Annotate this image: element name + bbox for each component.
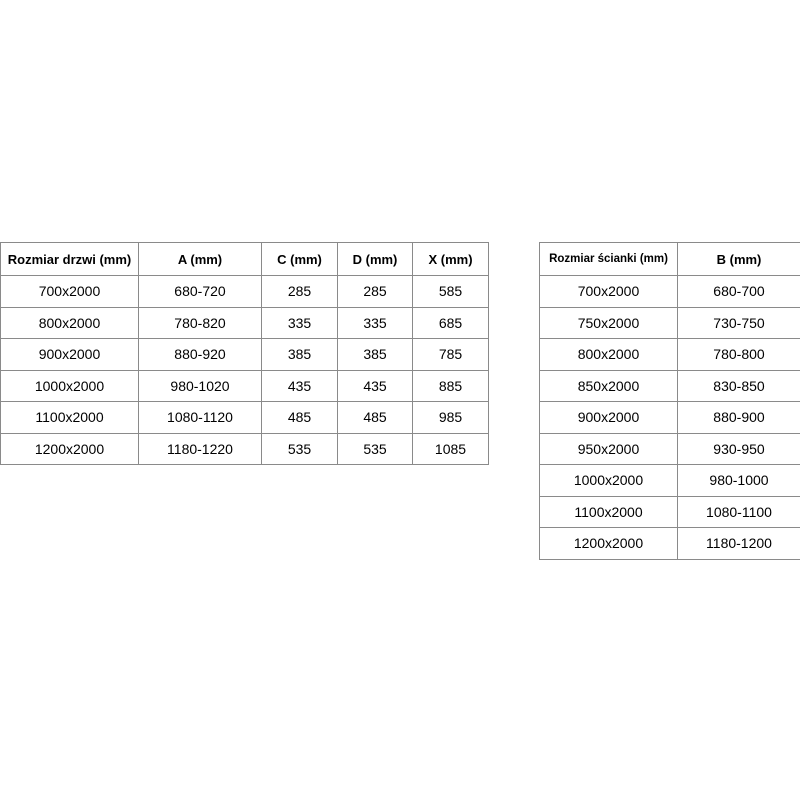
table-cell: 385 [337, 338, 413, 371]
table-cell: 880-920 [138, 338, 262, 371]
table-row: 1000x2000 980-1020 435 435 885 [0, 369, 489, 402]
table-cell: 285 [337, 275, 413, 308]
table-row: 700x2000 680-720 285 285 585 [0, 275, 489, 308]
table-row: 1200x2000 1180-1220 535 535 1085 [0, 432, 489, 465]
table-cell: 800x2000 [539, 338, 678, 371]
table-cell: 985 [412, 401, 489, 434]
table-cell: 535 [261, 432, 338, 465]
table-cell: 1000x2000 [0, 369, 139, 402]
table-row: 800x2000 780-800 [539, 338, 800, 371]
table-cell: 680-720 [138, 275, 262, 308]
table-cell: 1200x2000 [0, 432, 139, 465]
table-cell: 980-1020 [138, 369, 262, 402]
table-cell: 980-1000 [677, 464, 800, 497]
table-header-row: Rozmiar drzwi (mm) A (mm) C (mm) D (mm) X (m… [0, 242, 489, 276]
table-cell: 785 [412, 338, 489, 371]
table-row: 1100x2000 1080-1100 [539, 495, 800, 528]
table-cell: 485 [261, 401, 338, 434]
table-row: 900x2000 880-900 [539, 401, 800, 434]
table-header-row: Rozmiar ścianki (mm) B (mm) [539, 242, 800, 276]
table-cell: 1085 [412, 432, 489, 465]
table-cell: 700x2000 [0, 275, 139, 308]
column-header: A (mm) [138, 242, 262, 276]
table-row: 700x2000 680-700 [539, 275, 800, 308]
wall-size-table: Rozmiar ścianki (mm) B (mm) 700x2000 680-7… [539, 242, 800, 560]
column-header: Rozmiar drzwi (mm) [0, 242, 139, 276]
table-cell: 485 [337, 401, 413, 434]
column-header: X (mm) [412, 242, 489, 276]
table-cell: 885 [412, 369, 489, 402]
table-cell: 285 [261, 275, 338, 308]
table-row: 850x2000 830-850 [539, 369, 800, 402]
table-cell: 685 [412, 306, 489, 339]
column-header: D (mm) [337, 242, 413, 276]
column-header: C (mm) [261, 242, 338, 276]
table-row: 800x2000 780-820 335 335 685 [0, 306, 489, 339]
table-cell: 950x2000 [539, 432, 678, 465]
table-cell: 800x2000 [0, 306, 139, 339]
table-cell: 730-750 [677, 306, 800, 339]
table-cell: 585 [412, 275, 489, 308]
door-size-table: Rozmiar drzwi (mm) A (mm) C (mm) D (mm) X (m… [0, 242, 489, 465]
table-row: 1200x2000 1180-1200 [539, 527, 800, 560]
table-cell: 385 [261, 338, 338, 371]
table-cell: 850x2000 [539, 369, 678, 402]
table-cell: 900x2000 [539, 401, 678, 434]
table-cell: 700x2000 [539, 275, 678, 308]
table-row: 950x2000 930-950 [539, 432, 800, 465]
table-cell: 1080-1120 [138, 401, 262, 434]
table-cell: 435 [337, 369, 413, 402]
column-header: Rozmiar ścianki (mm) [539, 242, 678, 276]
table-cell: 1200x2000 [539, 527, 678, 560]
table-cell: 780-820 [138, 306, 262, 339]
table-cell: 680-700 [677, 275, 800, 308]
table-cell: 830-850 [677, 369, 800, 402]
table-cell: 900x2000 [0, 338, 139, 371]
table-cell: 1180-1220 [138, 432, 262, 465]
table-cell: 750x2000 [539, 306, 678, 339]
table-cell: 780-800 [677, 338, 800, 371]
table-cell: 535 [337, 432, 413, 465]
table-cell: 1100x2000 [0, 401, 139, 434]
table-row: 900x2000 880-920 385 385 785 [0, 338, 489, 371]
table-cell: 335 [261, 306, 338, 339]
table-cell: 880-900 [677, 401, 800, 434]
table-row: 750x2000 730-750 [539, 306, 800, 339]
table-cell: 1100x2000 [539, 495, 678, 528]
table-row: 1000x2000 980-1000 [539, 464, 800, 497]
column-header: B (mm) [677, 242, 800, 276]
table-cell: 1180-1200 [677, 527, 800, 560]
table-row: 1100x2000 1080-1120 485 485 985 [0, 401, 489, 434]
table-cell: 930-950 [677, 432, 800, 465]
table-cell: 1080-1100 [677, 495, 800, 528]
table-cell: 335 [337, 306, 413, 339]
table-cell: 1000x2000 [539, 464, 678, 497]
table-cell: 435 [261, 369, 338, 402]
